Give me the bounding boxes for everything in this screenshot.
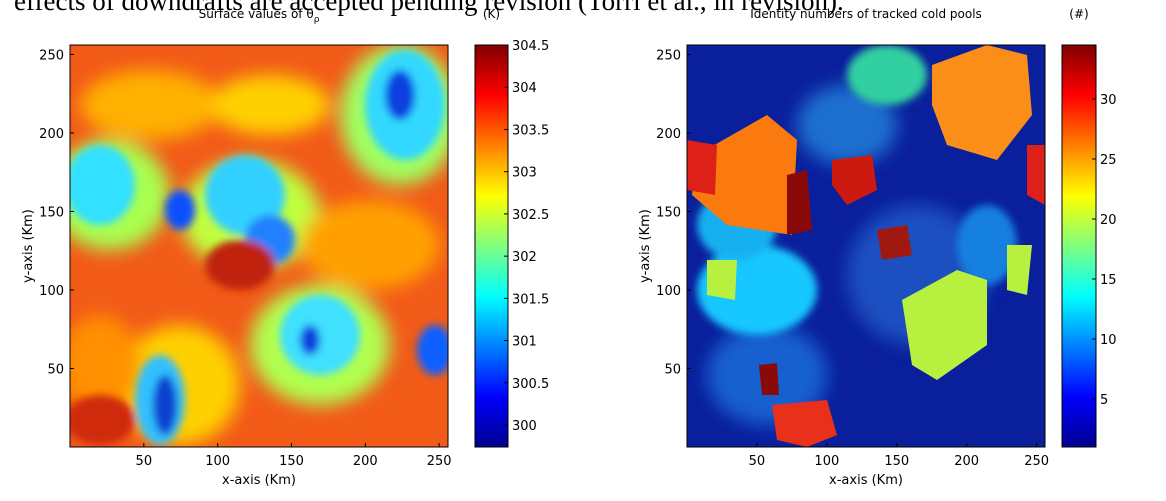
colorbar-tick-label: 15 [1100,273,1117,288]
colorbar-tick-label: 301.5 [512,292,549,307]
y-tick-label: 150 [39,205,64,220]
y-axis-label: y-axis (Km) [638,209,653,283]
page-text: effects of downdrafts are accepted pendi… [14,0,844,16]
y-axis-label: y-axis (Km) [21,209,36,283]
chart-title-text: Surface values of θ [199,7,314,21]
colorbar-tick-label: 304.5 [512,39,549,54]
x-axis-label: x-axis (Km) [829,473,903,488]
chart-title-text: Identity numbers of tracked cold pools [750,7,982,21]
x-tick-label: 100 [814,454,839,469]
colorbar-label: (K) [483,7,500,21]
colorbar-tick-label: 304 [512,81,537,96]
x-tick-label: 150 [884,454,909,469]
colorbar [1061,44,1097,448]
y-tick-label: 150 [656,205,681,220]
x-tick-label: 50 [136,454,153,469]
x-axis-label: x-axis (Km) [222,473,296,488]
y-tick-label: 200 [39,127,64,142]
colorbar-tick-label: 302.5 [512,208,549,223]
colorbar-tick-label: 303 [512,166,537,181]
y-tick-label: 100 [39,284,64,299]
colorbar-tick-label: 300.5 [512,377,549,392]
colorbar-tick-label: 30 [1100,93,1117,108]
field-right [687,45,1045,447]
y-tick-label: 250 [39,48,64,63]
y-tick-label: 200 [656,127,681,142]
x-tick-label: 250 [427,454,452,469]
x-tick-label: 100 [205,454,230,469]
y-tick-label: 250 [656,48,681,63]
colorbar-tick-label: 10 [1100,333,1117,348]
colorbar-tick-label: 5 [1100,393,1108,408]
colorbar-tick-label: 303.5 [512,123,549,138]
chart-title-subscript: ρ [314,15,320,25]
x-tick-label: 250 [1024,454,1049,469]
field-left [70,45,448,447]
x-tick-label: 200 [353,454,378,469]
y-tick-label: 100 [656,284,681,299]
plot-frame [686,44,1046,448]
x-tick-label: 150 [279,454,304,469]
x-tick-label: 200 [954,454,979,469]
x-tick-label: 50 [749,454,766,469]
colorbar-tick-label: 300 [512,419,537,434]
y-tick-label: 50 [664,362,681,377]
colorbar-tick-label: 302 [512,250,537,265]
chart-title: Surface values of θρ [199,7,320,25]
y-tick-label: 50 [47,362,64,377]
colorbar-tick-label: 25 [1100,153,1117,168]
colorbar-label: (#) [1069,7,1088,21]
colorbar [474,44,509,448]
chart-title: Identity numbers of tracked cold pools [750,7,982,21]
colorbar-tick-label: 301 [512,335,537,350]
colorbar-tick-label: 20 [1100,213,1117,228]
plot-frame [69,44,449,448]
